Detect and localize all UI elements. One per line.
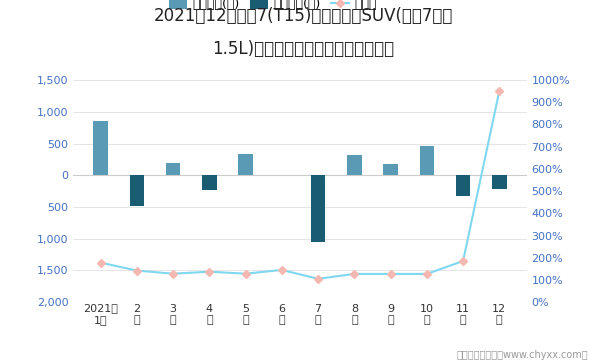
- 产销率: [242, 272, 249, 276]
- 产销率: [315, 277, 322, 281]
- Text: 2021年12月瑞虎7(T15)旗下最畅销SUV(瑞虎7二驱: 2021年12月瑞虎7(T15)旗下最畅销SUV(瑞虎7二驱: [153, 7, 453, 25]
- 产销率: [423, 272, 430, 276]
- Bar: [130, 175, 144, 206]
- 产销率: [496, 89, 503, 93]
- 产销率: [170, 272, 177, 276]
- Text: 1.5L)近一年库存情况及产销率统计图: 1.5L)近一年库存情况及产销率统计图: [212, 40, 394, 58]
- Bar: [311, 175, 325, 242]
- Text: 制图：智研咨询（www.chyxx.com）: 制图：智研咨询（www.chyxx.com）: [456, 351, 588, 360]
- Bar: [492, 175, 507, 189]
- 产销率: [387, 272, 395, 276]
- Bar: [238, 154, 253, 175]
- 产销率: [351, 272, 358, 276]
- Bar: [347, 155, 362, 175]
- Bar: [93, 121, 108, 175]
- 产销率: [97, 260, 104, 265]
- Bar: [456, 175, 470, 196]
- Bar: [384, 164, 398, 175]
- Bar: [202, 175, 216, 190]
- Bar: [419, 146, 434, 175]
- 产销率: [459, 259, 467, 263]
- Legend: 积压库存(辆), 清仓库存(辆), 产销率: 积压库存(辆), 清仓库存(辆), 产销率: [164, 0, 382, 16]
- 产销率: [133, 268, 141, 273]
- 产销率: [278, 268, 285, 272]
- Line: 产销率: 产销率: [98, 88, 502, 282]
- 产销率: [205, 269, 213, 274]
- Bar: [166, 163, 181, 175]
